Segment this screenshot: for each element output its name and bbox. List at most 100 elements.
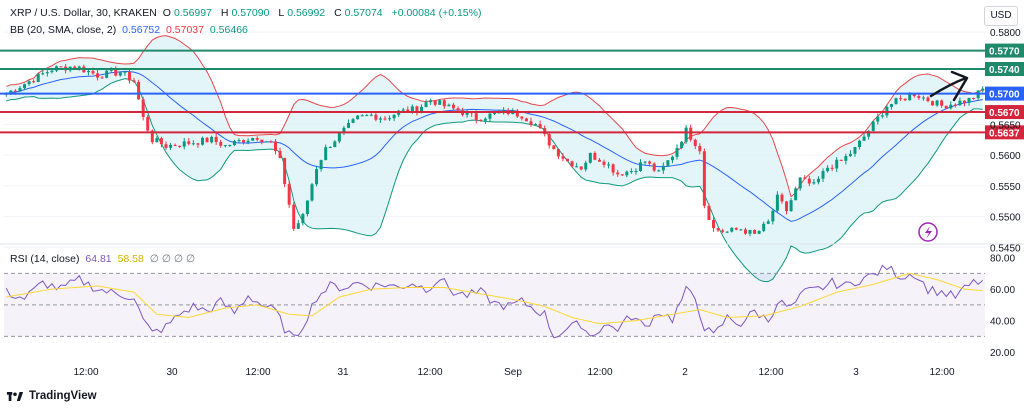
candle-body xyxy=(712,220,716,229)
candle-body xyxy=(96,73,100,78)
candle-body xyxy=(9,90,13,94)
candle-body xyxy=(150,130,154,143)
time-axis-label: 2 xyxy=(682,367,688,378)
candle-body xyxy=(356,115,360,120)
price-axis-label: 0.5600 xyxy=(990,151,1021,162)
candle-body xyxy=(100,77,104,79)
candle-body xyxy=(438,100,442,105)
candle-body xyxy=(406,109,410,113)
level-tag-0.5740 xyxy=(985,62,1024,77)
tradingview-logo[interactable]: TradingView xyxy=(6,390,97,402)
level-tag-text-0.5740: 0.5740 xyxy=(989,65,1020,76)
currency-button[interactable]: USD xyxy=(984,6,1018,26)
candle-body xyxy=(743,229,747,234)
candle-body xyxy=(762,223,766,231)
time-axis-label: 12:00 xyxy=(417,367,442,378)
candle-body xyxy=(816,178,820,183)
candle-body xyxy=(547,134,551,146)
level-tag-0.5770 xyxy=(985,43,1024,58)
candle-body xyxy=(566,158,570,162)
candle-body xyxy=(246,140,250,143)
candle-body xyxy=(780,194,784,202)
candle-body xyxy=(889,104,893,107)
candle-body xyxy=(342,127,346,134)
candle-body xyxy=(693,139,697,146)
candle-body xyxy=(570,161,574,167)
candle-body xyxy=(296,223,300,229)
candle-body xyxy=(670,156,674,161)
candle-body xyxy=(109,69,113,71)
candle-body xyxy=(483,118,487,121)
symbol-title[interactable]: XRP / U.S. Dollar, 30, KRAKEN xyxy=(10,7,157,19)
candle-body xyxy=(812,182,816,184)
candle-body xyxy=(127,71,131,81)
rsi-axis-label: 40.00 xyxy=(990,317,1015,328)
candle-body xyxy=(132,80,136,82)
candle-body xyxy=(447,104,451,107)
level-tag-0.5700 xyxy=(985,86,1024,101)
ohlc-open: O 0.56997 xyxy=(162,7,212,19)
candle-body xyxy=(255,138,259,140)
candle-body xyxy=(273,141,277,151)
candle-body xyxy=(392,114,396,119)
candle-body xyxy=(456,108,460,111)
price-axis-label: 0.5800 xyxy=(990,28,1021,39)
arrow-annotation xyxy=(929,70,969,102)
candle-body xyxy=(159,138,163,145)
candle-body xyxy=(616,172,620,175)
candle-body xyxy=(967,97,971,103)
time-axis-label: 30 xyxy=(166,367,178,378)
time-axis-label: 12:00 xyxy=(929,367,954,378)
candle-body xyxy=(264,141,268,143)
candle-body xyxy=(205,137,209,143)
candle-body xyxy=(876,116,880,122)
candle-body xyxy=(141,99,145,117)
bb-label[interactable]: BB (20, SMA, close, 2) xyxy=(10,24,117,36)
candle-body xyxy=(830,167,834,169)
candle-body xyxy=(707,205,711,221)
candle-body xyxy=(388,118,392,120)
candle-body xyxy=(684,127,688,142)
level-tag-0.5670 xyxy=(985,105,1024,120)
candle-body xyxy=(867,130,871,137)
candle-body xyxy=(451,104,455,109)
tradingview-logo-icon xyxy=(6,391,24,401)
candle-body xyxy=(164,144,168,148)
candle-body xyxy=(365,115,369,117)
candle-body xyxy=(579,166,583,170)
candle-body xyxy=(13,90,17,92)
candle-body xyxy=(588,152,592,163)
candle-body xyxy=(880,115,884,117)
ohlc-high: H 0.57090 xyxy=(220,7,270,19)
level-tag-text-0.5637: 0.5637 xyxy=(989,128,1020,139)
candle-body xyxy=(383,118,387,120)
candle-body xyxy=(921,97,925,99)
candle-body xyxy=(894,98,898,105)
candle-body xyxy=(853,147,857,154)
candle-body xyxy=(981,88,985,91)
candle-body xyxy=(775,194,779,211)
price-axis-label: 0.5550 xyxy=(990,182,1021,193)
candle-body xyxy=(27,81,31,85)
candle-body xyxy=(826,167,830,172)
candle-body xyxy=(716,228,720,231)
candle-body xyxy=(260,139,264,143)
rsi-label[interactable]: RSI (14, close) xyxy=(10,253,80,265)
candle-body xyxy=(634,171,638,173)
candle-body xyxy=(666,160,670,166)
candle-body xyxy=(926,97,930,102)
candle-body xyxy=(146,116,150,131)
candle-body xyxy=(794,188,798,201)
candle-body xyxy=(931,101,935,106)
candle-body xyxy=(36,73,40,82)
candle-body xyxy=(328,147,332,149)
candle-body xyxy=(972,97,976,99)
candle-body xyxy=(351,119,355,123)
candle-body xyxy=(597,159,601,162)
bb-basis-line xyxy=(6,70,983,222)
candle-body xyxy=(182,141,186,147)
bb-upper-line xyxy=(6,35,983,198)
candle-body xyxy=(324,147,328,161)
